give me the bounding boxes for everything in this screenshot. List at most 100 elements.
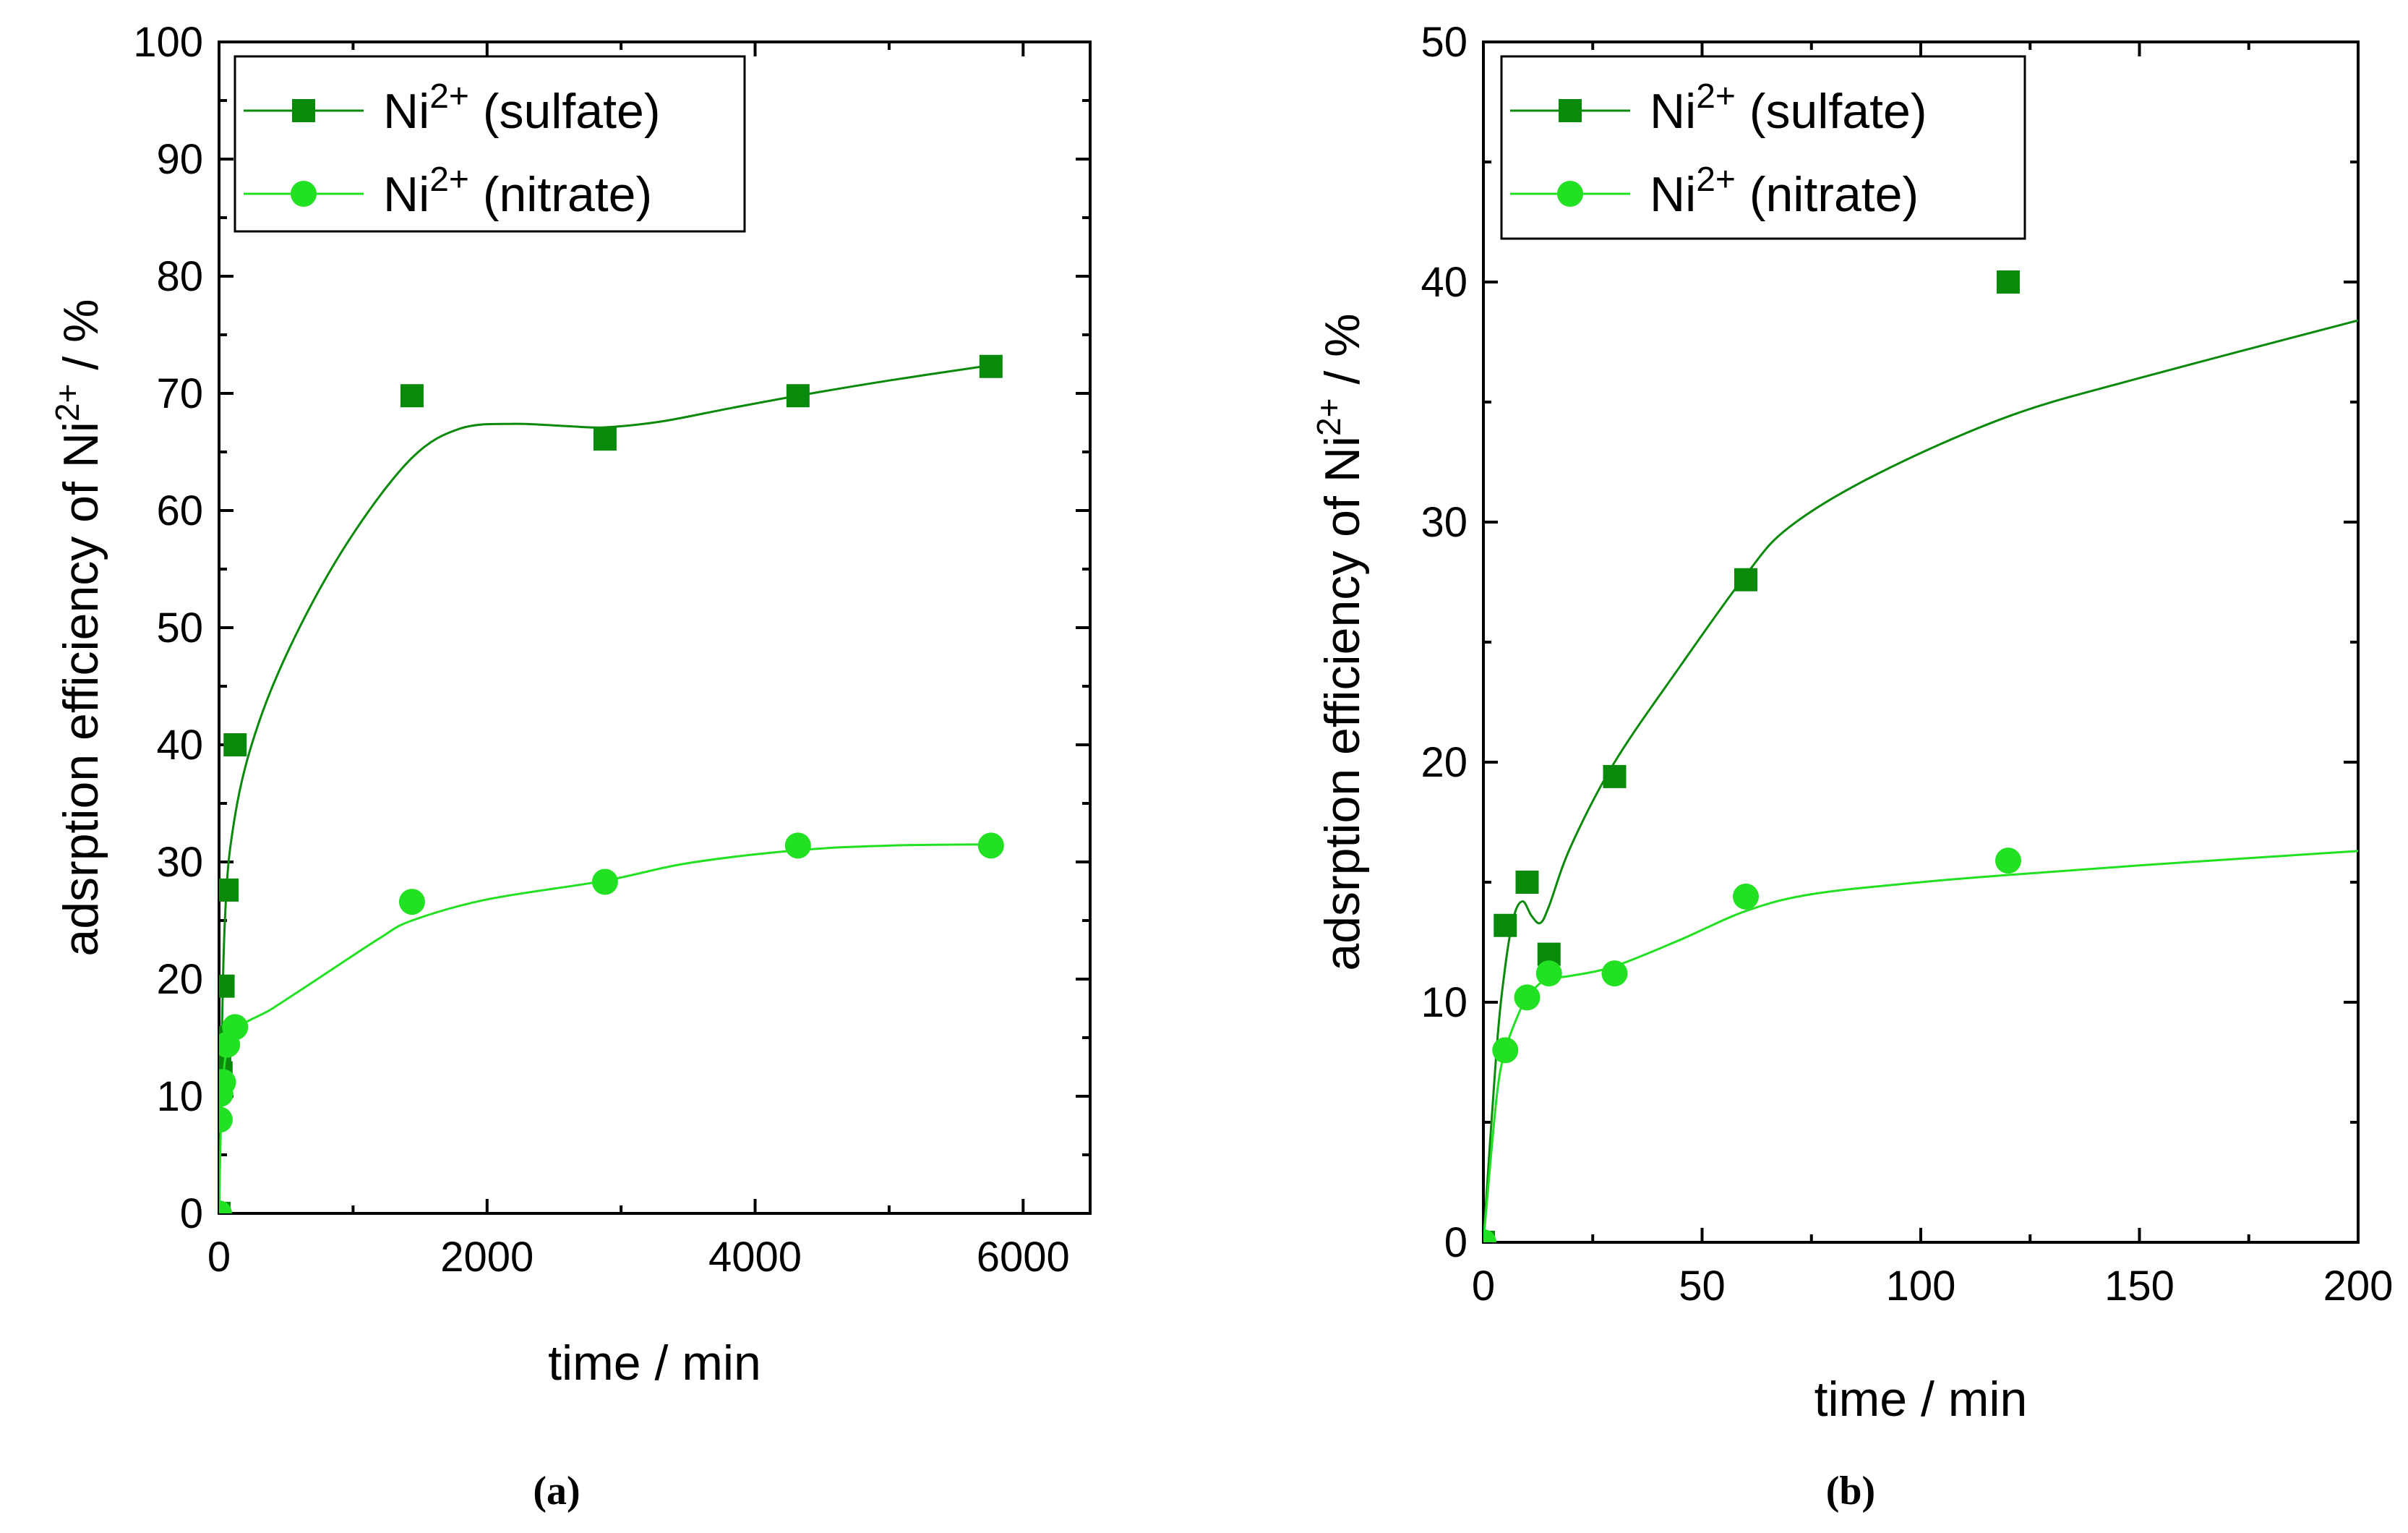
fit-line-nitrate — [1483, 850, 2358, 1242]
data-point-nitrate — [1733, 883, 1759, 910]
y-tick-label: 40 — [156, 722, 203, 769]
legend-label-tail: (nitrate) — [469, 167, 652, 222]
y-axis-title-tail: / % — [1315, 313, 1370, 398]
y-tick-label: 90 — [156, 136, 203, 183]
x-axis-title: time / min — [1814, 1372, 2028, 1427]
legend-label-sup: 2+ — [429, 161, 469, 199]
data-point-nitrate — [219, 1069, 236, 1096]
legend-label-main: Ni — [1650, 167, 1696, 222]
x-tick-label: 2000 — [440, 1234, 534, 1281]
legend-label-nitrate: Ni2+ (nitrate) — [1650, 161, 1919, 222]
y-axis-title: adsrption efficiency of Ni2+ / % — [1310, 313, 1370, 970]
data-point-sulfate — [1494, 913, 1517, 937]
x-tick-label: 50 — [1679, 1263, 1726, 1310]
data-point-nitrate — [398, 889, 425, 915]
legend-marker-sulfate — [292, 99, 315, 122]
y-tick-label: 50 — [1421, 19, 1467, 66]
data-point-sulfate — [1997, 270, 2020, 294]
y-axis-title-tail: / % — [53, 299, 108, 383]
legend-label-sup: 2+ — [1696, 77, 1736, 116]
x-tick-label: 0 — [207, 1234, 231, 1281]
y-tick-label: 20 — [1421, 739, 1467, 786]
legend-label-main: Ni — [383, 84, 429, 139]
figure-caption: (a) — [533, 1469, 580, 1513]
data-point-nitrate — [591, 868, 618, 895]
data-point-nitrate — [1601, 960, 1628, 987]
legend-label-tail: (sulfate) — [1736, 84, 1927, 139]
data-point-sulfate — [1734, 568, 1757, 592]
legend-label-tail: (sulfate) — [469, 84, 661, 139]
figure-caption: (b) — [1826, 1469, 1875, 1513]
legend-label-tail: (nitrate) — [1736, 167, 1919, 222]
data-point-sulfate — [786, 384, 810, 408]
legend-box — [233, 55, 746, 233]
data-point-nitrate — [977, 832, 1004, 859]
fit-line-sulfate — [1483, 319, 2358, 1242]
data-point-nitrate — [784, 832, 811, 859]
y-tick-label: 30 — [1421, 499, 1467, 546]
y-axis-title-main: adsrption efficiency of Ni — [53, 422, 108, 957]
series-sulfate — [219, 354, 1003, 1213]
legend-marker-sulfate — [1559, 99, 1582, 122]
y-tick-label: 10 — [156, 1073, 203, 1120]
legend-label-nitrate: Ni2+ (nitrate) — [383, 161, 652, 222]
y-axis-title-main: adsrption efficiency of Ni — [1315, 436, 1370, 971]
x-tick-label: 200 — [2323, 1263, 2394, 1310]
y-tick-label: 40 — [1421, 259, 1467, 306]
data-point-sulfate — [1603, 764, 1627, 788]
data-point-sulfate — [979, 354, 1003, 378]
legend-label-main: Ni — [1650, 84, 1696, 139]
legend-marker-nitrate — [1557, 181, 1583, 207]
data-point-sulfate — [219, 878, 239, 902]
x-tick-label: 4000 — [708, 1234, 802, 1281]
data-point-sulfate — [1515, 871, 1539, 894]
x-tick-label: 6000 — [977, 1234, 1070, 1281]
y-tick-label: 20 — [156, 956, 203, 1003]
data-point-nitrate — [1492, 1037, 1519, 1064]
x-tick-label: 150 — [2104, 1263, 2175, 1310]
y-tick-label: 10 — [1421, 979, 1467, 1026]
data-point-nitrate — [219, 1200, 232, 1213]
legend-label-main: Ni — [383, 167, 429, 222]
data-point-nitrate — [1483, 1229, 1496, 1242]
data-point-sulfate — [219, 974, 235, 998]
legend-box — [1500, 55, 2026, 240]
data-point-nitrate — [1535, 960, 1562, 987]
series-nitrate — [1483, 847, 2358, 1242]
legend: Ni2+ (sulfate)Ni2+ (nitrate) — [1500, 55, 2026, 240]
legend-label-sulfate: Ni2+ (sulfate) — [383, 77, 660, 139]
data-point-nitrate — [219, 1106, 233, 1133]
series-sulfate — [1483, 270, 2358, 1242]
y-axis-title-sup: 2+ — [1310, 398, 1347, 436]
y-tick-label: 70 — [156, 370, 203, 417]
legend-label-sulfate: Ni2+ (sulfate) — [1650, 77, 1927, 139]
y-tick-label: 30 — [156, 839, 203, 886]
y-tick-label: 0 — [180, 1190, 203, 1237]
x-tick-label: 100 — [1886, 1263, 1956, 1310]
x-axis-title: time / min — [548, 1336, 761, 1391]
y-tick-label: 50 — [156, 605, 203, 652]
data-point-nitrate — [1995, 847, 2021, 874]
y-axis-title-sup: 2+ — [48, 384, 86, 422]
series-nitrate — [219, 832, 1004, 1213]
y-axis-title: adsrption efficiency of Ni2+ / % — [48, 299, 108, 956]
x-tick-label: 0 — [1472, 1263, 1495, 1310]
data-point-nitrate — [1514, 984, 1541, 1011]
fit-line-sulfate — [219, 364, 992, 1213]
y-tick-label: 80 — [156, 253, 203, 300]
chart-b: 0 10 20 30 40 50 0 50 100 150 200 time / min adsrpti… — [1310, 19, 2393, 1513]
legend: Ni2+ (sulfate)Ni2+ (nitrate) — [233, 55, 746, 233]
y-tick-label: 60 — [156, 487, 203, 534]
legend-label-sup: 2+ — [429, 77, 469, 116]
legend-marker-nitrate — [291, 181, 317, 207]
data-point-sulfate — [593, 427, 617, 451]
data-point-sulfate — [223, 733, 247, 756]
data-point-nitrate — [222, 1014, 249, 1041]
fit-line-nitrate — [219, 843, 991, 1213]
legend-label-sup: 2+ — [1696, 161, 1736, 199]
chart-a: 0 10 20 30 40 50 60 70 80 90 100 0 2000 4000 6000 time … — [48, 19, 1092, 1513]
y-tick-label: 100 — [133, 19, 203, 66]
y-tick-label: 0 — [1444, 1219, 1467, 1266]
data-point-sulfate — [400, 384, 424, 408]
